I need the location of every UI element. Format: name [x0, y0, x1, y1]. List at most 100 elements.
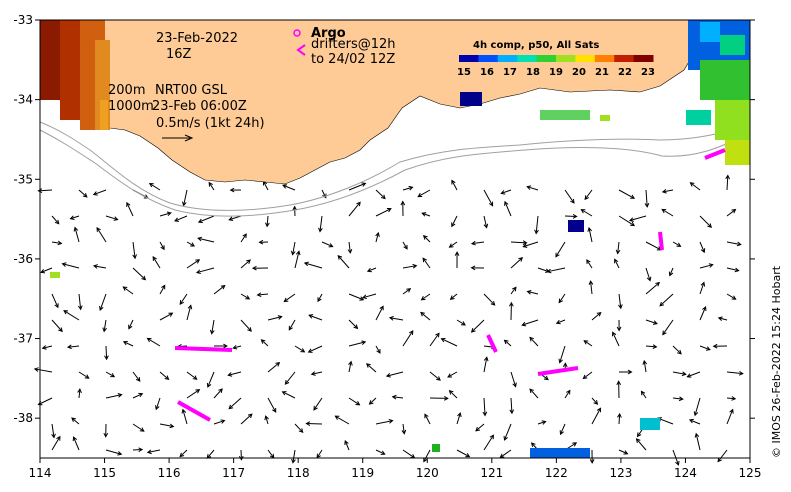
current-arrow-head	[558, 358, 563, 364]
current-arrow-head	[84, 374, 90, 379]
current-arrow	[348, 397, 360, 406]
current-arrow-head	[282, 184, 288, 189]
current-arrow-head	[139, 427, 145, 432]
current-arrow-head	[385, 373, 391, 378]
current-arrow-head	[117, 392, 123, 398]
current-arrow	[475, 423, 485, 432]
current-arrow-head	[238, 455, 244, 461]
current-arrow-head	[529, 388, 534, 394]
current-arrow-head	[661, 188, 667, 194]
current-arrow-head	[676, 242, 682, 247]
current-arrow	[699, 215, 712, 228]
current-arrow	[636, 438, 647, 451]
current-arrow	[629, 215, 647, 222]
current-arrow-head	[164, 375, 170, 381]
current-arrow-head	[292, 205, 298, 211]
current-arrow-head	[736, 241, 742, 247]
current-arrow-head	[668, 271, 674, 277]
current-arrow	[240, 293, 250, 300]
current-arrow-head	[128, 324, 133, 330]
current-arrow	[612, 332, 620, 347]
current-arrow	[618, 449, 628, 455]
current-arrow-head	[166, 211, 172, 217]
colorbar-tick-label: 21	[595, 67, 609, 78]
current-arrow	[38, 189, 53, 192]
current-arrow-head	[512, 286, 517, 292]
colorbar-swatch	[594, 55, 615, 62]
current-arrow	[537, 267, 550, 273]
current-arrow-head	[522, 240, 528, 246]
current-arrow	[159, 312, 173, 321]
current-arrow	[267, 449, 275, 459]
lon-tick-label: 122	[545, 466, 568, 480]
current-arrow	[389, 317, 404, 321]
current-arrow-head	[509, 409, 515, 415]
current-arrow	[348, 201, 361, 217]
current-arrow-head	[734, 267, 740, 273]
current-arrow-head	[51, 433, 56, 439]
current-arrow-head	[328, 243, 334, 248]
current-arrow	[591, 312, 602, 321]
current-arrow-head	[227, 372, 233, 377]
current-arrow	[261, 339, 269, 347]
current-arrow	[211, 319, 215, 334]
current-arrow-head	[361, 340, 367, 346]
lat-tick-label: -36	[13, 252, 33, 266]
current-arrow-head	[298, 428, 304, 433]
current-arrow	[309, 314, 323, 321]
current-arrow-head	[138, 392, 144, 398]
current-arrow-head	[220, 419, 226, 424]
current-arrow-head	[652, 344, 658, 349]
current-arrow	[690, 182, 701, 191]
current-arrow-head	[281, 391, 287, 396]
latitude-axis: -33 -34 -35 -36 -37 -38	[13, 13, 755, 425]
current-arrow-head	[558, 298, 563, 304]
current-arrow-head	[218, 388, 223, 394]
current-arrow	[63, 310, 80, 321]
current-arrow-head	[526, 185, 532, 190]
colorbar-tick-label: 17	[503, 67, 517, 78]
current-arrow	[152, 256, 161, 269]
current-arrow-head	[72, 436, 78, 442]
current-arrow-head	[155, 405, 160, 411]
drifter-track	[486, 334, 498, 353]
current-arrow-head	[122, 286, 128, 291]
current-arrow	[67, 345, 80, 348]
current-arrow	[103, 319, 107, 332]
current-arrow	[588, 227, 593, 243]
current-arrow-head	[102, 327, 107, 333]
current-arrow-head	[295, 250, 301, 256]
drifter-track	[537, 366, 579, 376]
current-arrow	[78, 189, 88, 198]
current-arrow-head	[179, 452, 185, 458]
current-arrow	[179, 293, 188, 305]
current-arrow-head	[288, 325, 293, 331]
current-arrow	[695, 433, 701, 451]
current-arrow-head	[400, 200, 406, 206]
current-arrow	[522, 319, 539, 326]
current-arrow-head	[41, 345, 47, 350]
lon-tick-label: 119	[351, 466, 374, 480]
current-arrow-head	[242, 233, 247, 239]
lon-tick-label: 118	[287, 466, 310, 480]
current-arrow-head	[628, 217, 634, 222]
current-arrow	[591, 408, 601, 425]
current-arrow	[423, 235, 431, 243]
current-arrow	[510, 287, 517, 295]
current-arrow	[213, 388, 223, 399]
colorbar-title: 4h comp, p50, All Sats	[473, 40, 599, 51]
current-arrow-head	[448, 243, 454, 248]
current-arrow	[105, 449, 122, 455]
current-arrow-head	[616, 326, 622, 332]
current-arrow	[186, 305, 192, 321]
current-arrow-head	[247, 327, 252, 332]
current-arrow-head	[229, 187, 235, 193]
colorbar-ticks: 15 16 17 18 19 20 21 22 23	[457, 67, 655, 78]
current-arrow	[510, 397, 513, 414]
current-arrow-head	[209, 329, 215, 335]
current-arrow	[78, 293, 82, 310]
current-arrow	[672, 241, 681, 247]
current-arrow-head	[386, 207, 392, 213]
current-arrow	[266, 215, 269, 227]
lon-tick-label: 115	[93, 466, 116, 480]
